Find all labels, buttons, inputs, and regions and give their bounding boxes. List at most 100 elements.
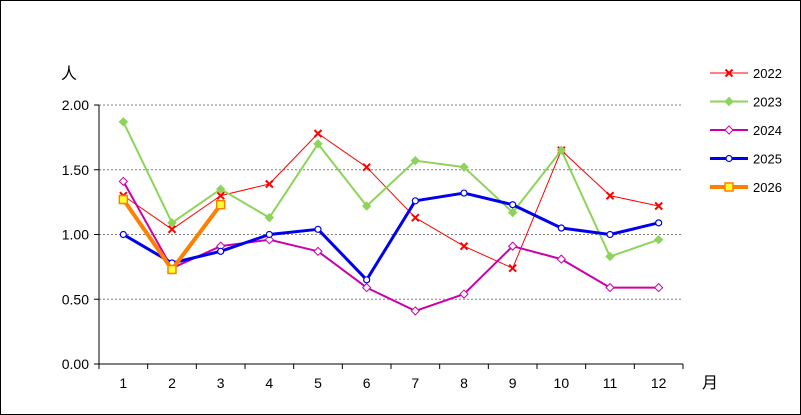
x-tick-label: 8	[460, 375, 468, 391]
open-diamond-marker	[724, 125, 734, 135]
circle-marker	[265, 230, 273, 239]
legend-item-2023: 2023	[710, 95, 782, 110]
diamond-marker	[556, 145, 567, 156]
legend-label: 2023	[753, 95, 782, 110]
circle-marker	[363, 276, 371, 284]
series-2025	[119, 189, 663, 284]
diamond-marker	[313, 139, 323, 149]
diamond-marker	[507, 207, 518, 218]
diamond-marker	[724, 96, 734, 107]
diamond-marker	[167, 218, 177, 228]
x-marker	[654, 201, 663, 211]
y-tick-label: 2.00	[62, 97, 89, 113]
legend-label: 2024	[753, 123, 782, 138]
x-tick-label: 11	[603, 375, 618, 391]
circle-marker	[460, 189, 468, 197]
circle-marker	[509, 201, 517, 209]
marker-stroke	[654, 201, 663, 211]
x-marker	[459, 241, 469, 251]
open-diamond-marker	[118, 176, 129, 187]
x-marker	[411, 213, 420, 222]
marker-stroke	[313, 129, 323, 138]
diamond-marker	[653, 234, 664, 245]
x-tick-label: 9	[509, 375, 517, 391]
open-diamond-marker	[410, 306, 421, 316]
marker-stroke	[265, 179, 274, 189]
square-marker	[118, 194, 129, 205]
x-tick-label: 3	[217, 375, 225, 391]
x-tick-label: 2	[168, 375, 176, 391]
legend: 2022 2023 2024 2025 2026	[710, 66, 782, 195]
x-marker	[508, 263, 517, 273]
legend-item-2026: 2026	[710, 180, 782, 195]
circle-marker	[217, 247, 225, 255]
series-line	[122, 180, 659, 312]
x-marker	[724, 68, 734, 78]
circle-marker	[314, 225, 322, 233]
x-tick-label: 1	[119, 375, 127, 391]
open-diamond-marker	[507, 241, 518, 251]
x-marker	[605, 191, 615, 200]
circle-marker	[119, 230, 127, 239]
grid-lines	[99, 104, 683, 300]
x-tick-label: 12	[651, 375, 667, 391]
open-diamond-marker	[653, 282, 664, 293]
open-diamond-marker	[313, 246, 323, 257]
diamond-marker	[264, 212, 275, 223]
legend-item-2025: 2025	[710, 152, 782, 167]
x-tick-label: 6	[363, 375, 371, 391]
square-marker	[724, 182, 734, 192]
series-2026	[118, 194, 226, 275]
open-diamond-marker	[264, 234, 275, 245]
marker-stroke	[605, 191, 615, 200]
y-tick-label: 1.00	[62, 227, 89, 243]
marker-stroke	[459, 241, 469, 251]
x-tick-label: 7	[411, 375, 419, 391]
series-2022	[119, 129, 663, 273]
y-tick-label: 1.50	[62, 162, 89, 178]
x-tick-label: 5	[314, 375, 322, 391]
circle-marker	[411, 197, 419, 205]
marker-stroke	[508, 263, 517, 273]
legend-label: 2026	[753, 180, 782, 195]
open-diamond-marker	[459, 289, 469, 299]
square-marker	[215, 199, 226, 210]
y-axis-label: 人	[61, 65, 77, 83]
x-marker	[167, 225, 177, 234]
marker-stroke	[167, 225, 177, 234]
diamond-marker	[118, 117, 129, 127]
circle-marker	[557, 224, 565, 232]
series-line	[123, 132, 659, 269]
series-line	[122, 121, 659, 258]
diamond-marker	[361, 201, 372, 211]
x-marker	[362, 162, 371, 172]
x-tick-labels: 1 2 3 4 5 6 7 8 9 10 11 12	[119, 375, 666, 391]
marker-stroke	[362, 162, 371, 172]
circle-marker	[655, 219, 663, 227]
diamond-marker	[459, 162, 469, 172]
x-tick-label: 10	[554, 375, 570, 391]
marker-stroke	[411, 213, 420, 222]
y-tick-label: 0.50	[62, 291, 89, 307]
circle-marker	[725, 154, 733, 163]
circle-marker	[606, 230, 614, 239]
marker-stroke	[724, 68, 734, 78]
diamond-marker	[410, 155, 421, 166]
series-line	[122, 191, 660, 282]
x-marker	[216, 191, 225, 200]
square-marker	[167, 264, 177, 275]
series-2024	[118, 176, 664, 316]
x-tick-label: 4	[265, 375, 273, 391]
diamond-marker	[215, 184, 226, 194]
series-2023	[118, 117, 664, 262]
open-diamond-marker	[361, 282, 372, 293]
legend-label: 2022	[753, 66, 782, 81]
x-marker	[265, 179, 274, 189]
series-lines	[118, 117, 664, 316]
marker-stroke	[216, 191, 225, 200]
x-axis-label: 月	[702, 375, 718, 392]
legend-label: 2025	[753, 152, 782, 167]
y-tick-label: 0.00	[62, 356, 89, 372]
